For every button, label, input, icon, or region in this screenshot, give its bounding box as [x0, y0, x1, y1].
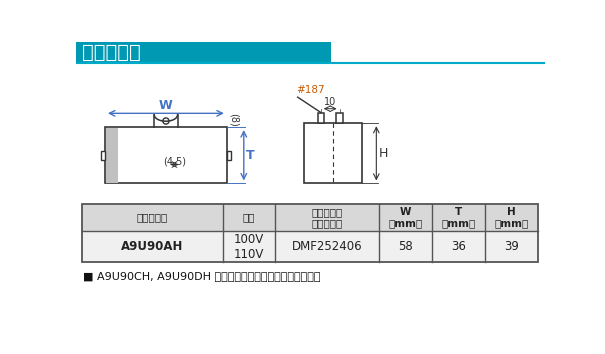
Text: (4.5): (4.5) [163, 156, 186, 166]
Text: コンデンサ: コンデンサ [82, 43, 140, 62]
Text: H
（mm）: H （mm） [495, 207, 529, 228]
Text: A9U90AH: A9U90AH [122, 240, 184, 253]
Text: モータ形式: モータ形式 [137, 213, 168, 223]
Bar [336, 113, 342, 123]
Text: ■ A9U90CH, A9U90DH はコントローラに内蔵しています。: ■ A9U90CH, A9U90DH はコントローラに内蔵しています。 [83, 271, 321, 281]
Text: W: W [159, 99, 173, 112]
Text: (8): (8) [229, 113, 239, 126]
Text: H: H [379, 147, 388, 160]
Bar [76, 42, 332, 63]
Bar [82, 204, 538, 231]
Bar [227, 151, 231, 160]
Text: #187: #187 [296, 85, 325, 95]
Bar [304, 123, 362, 183]
Text: 100V
110V: 100V 110V [234, 233, 264, 261]
Text: T
（mm）: T （mm） [442, 207, 476, 228]
Bar [82, 204, 538, 262]
Text: W
（mm）: W （mm） [388, 207, 423, 228]
Bar [101, 151, 105, 160]
Text: DMF252406: DMF252406 [292, 240, 362, 253]
Text: 58: 58 [398, 240, 413, 253]
Text: 36: 36 [451, 240, 466, 253]
Bar [106, 128, 118, 183]
Text: 10: 10 [324, 97, 336, 107]
Bar [105, 127, 227, 183]
Bar [318, 113, 324, 123]
Text: 39: 39 [505, 240, 519, 253]
Bar [82, 231, 538, 262]
Text: コンデンサ
（付属品）: コンデンサ （付属品） [311, 207, 342, 228]
Text: 電圧: 電圧 [243, 213, 255, 223]
Text: T: T [246, 149, 255, 162]
